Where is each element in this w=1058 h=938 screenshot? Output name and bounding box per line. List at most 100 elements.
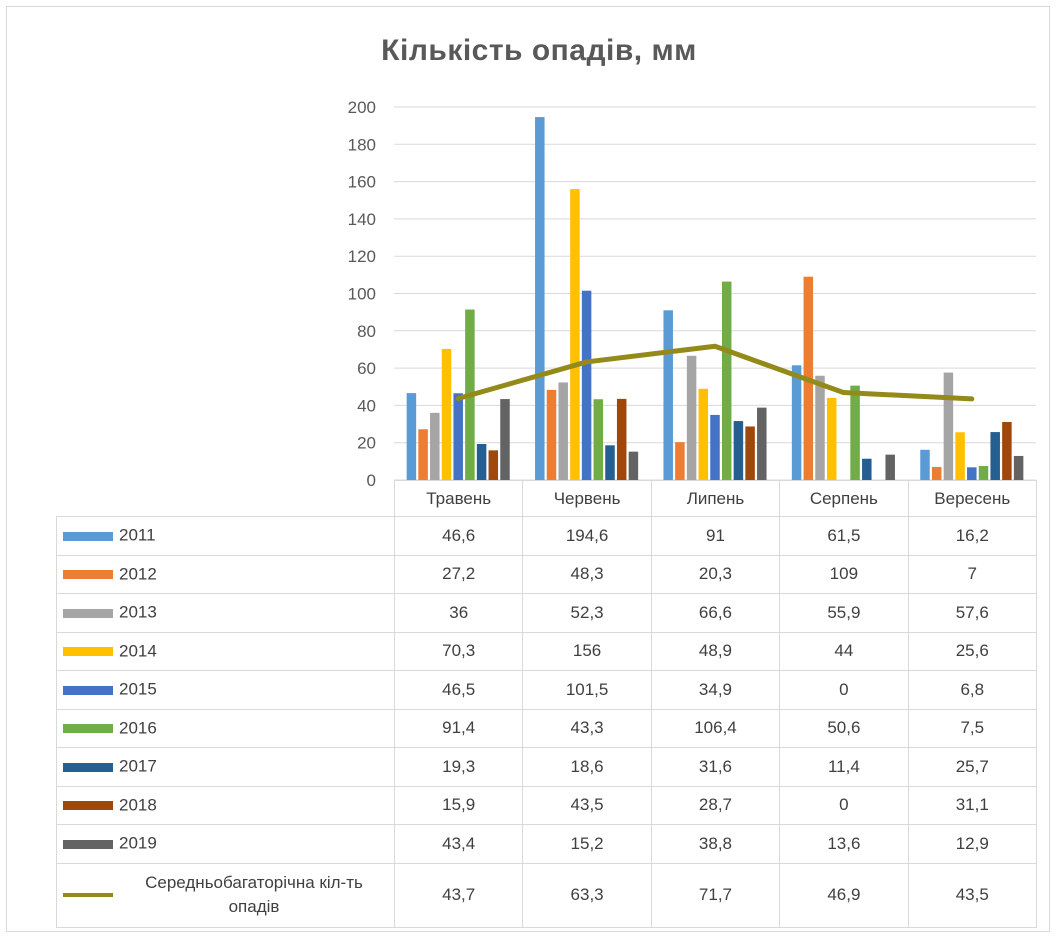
table-cell: 52,3 [522, 593, 652, 633]
table-cell: 57,6 [907, 593, 1037, 633]
bar-2019-0 [500, 399, 510, 480]
y-tick-label: 80 [357, 322, 376, 341]
table-cell: 0 [779, 785, 909, 825]
bar-2012-0 [418, 429, 428, 480]
y-tick-label: 40 [357, 396, 376, 415]
table-cell: 109 [779, 554, 909, 594]
table-cell: 13,6 [779, 824, 909, 864]
table-cell: 43,5 [907, 862, 1037, 928]
series-legend-cell: Середньобагаторічна кіл-ть опадів [56, 862, 395, 928]
legend-key [63, 685, 113, 695]
chart-frame [6, 6, 1050, 932]
series-legend-cell: 2013 [56, 593, 395, 633]
series-name: 2018 [119, 795, 157, 815]
table-cell: 70,3 [393, 631, 524, 671]
table-cell: 20,3 [650, 554, 781, 594]
legend-key [63, 801, 113, 810]
table-cell: 25,7 [907, 747, 1037, 787]
bar-2015-1 [581, 290, 592, 480]
legend-key [63, 531, 113, 541]
bar-2014-2 [698, 388, 709, 480]
bar-2012-2 [675, 442, 685, 480]
bar-2013-2 [686, 355, 697, 480]
table-cell: 55,9 [779, 593, 909, 633]
bar-2019-2 [757, 407, 767, 480]
series-legend-cell: 2018 [56, 785, 395, 825]
bar-2016-3 [850, 385, 860, 480]
table-cell: 91,4 [393, 708, 524, 748]
series-name: 2011 [119, 526, 156, 545]
bar-2015-0 [453, 393, 463, 480]
table-row: 2018 15,9 43,5 28,7 0 31,1 [56, 785, 1037, 825]
bar-2013-0 [430, 412, 440, 480]
table-cell: 31,1 [907, 785, 1037, 825]
table-cell: 6,8 [907, 670, 1037, 710]
bar-2019-3 [885, 454, 895, 480]
legend-key [63, 608, 113, 618]
bar-2014-3 [826, 397, 837, 480]
series-name: 2015 [119, 680, 157, 699]
table-cell: 48,9 [650, 631, 781, 671]
table-cell: 36 [393, 593, 524, 633]
table-row: 2015 46,5 101,5 34,9 0 6,8 [56, 670, 1037, 710]
series-legend-cell: 2015 [56, 670, 395, 710]
table-cell: 106,4 [650, 708, 781, 748]
table-cell: 15,9 [393, 785, 524, 825]
category-header: Вересень [907, 480, 1037, 517]
table-row: 2012 27,2 48,3 20,3 109 7 [56, 554, 1037, 594]
table-cell: 0 [779, 670, 909, 710]
series-legend-cell: 2017 [56, 747, 395, 787]
series-name: 2019 [119, 834, 157, 853]
table-cell: 25,6 [907, 631, 1037, 671]
bar-2011-4 [920, 449, 930, 480]
series-legend-cell: 2011 [56, 516, 395, 556]
table-row: Середньобагаторічна кіл-ть опадів 43,7 63,… [56, 862, 1037, 928]
average-line [455, 343, 975, 402]
y-tick-label: 200 [348, 98, 376, 117]
y-tick-label: 60 [357, 359, 376, 378]
bar-2016-4 [978, 466, 989, 480]
table-cell: 27,2 [393, 554, 524, 594]
bar-2012-1 [546, 389, 557, 480]
bar-2011-0 [406, 393, 417, 480]
bar-2011-1 [535, 117, 545, 481]
table-cell: 91 [650, 516, 781, 556]
bar-2017-3 [862, 458, 872, 480]
table-corner [56, 480, 395, 517]
table-cell: 7 [907, 554, 1037, 594]
y-tick-label: 100 [348, 285, 376, 304]
series-name: 2013 [119, 603, 157, 622]
category-header: Травень [393, 480, 524, 517]
table-cell: 194,6 [522, 516, 652, 556]
bar-2014-4 [955, 432, 965, 480]
series-name: 2014 [119, 641, 157, 661]
bar-2017-1 [605, 445, 615, 480]
series-name: 2012 [119, 564, 157, 584]
table-cell: 101,5 [522, 670, 652, 710]
table-cell: 50,6 [779, 708, 909, 748]
legend-key [63, 839, 113, 849]
bar-2018-2 [745, 426, 755, 480]
table-cell: 19,3 [393, 747, 524, 787]
table-cell: 156 [522, 631, 652, 671]
bar-2018-0 [488, 450, 499, 480]
bar-2018-1 [616, 398, 627, 480]
table-row: 2011 46,6 194,6 91 61,5 16,2 [56, 516, 1037, 556]
table-cell: 28,7 [650, 785, 781, 825]
bar-2014-0 [441, 348, 452, 480]
table-cell: 38,8 [650, 824, 781, 864]
series-legend-cell: 2019 [56, 824, 395, 864]
bar-2013-1 [558, 382, 568, 480]
table-cell: 43,4 [393, 824, 524, 864]
bar-2013-4 [943, 372, 954, 480]
y-tick-label: 160 [348, 173, 376, 192]
table-cell: 48,3 [522, 554, 652, 594]
y-tick-label: 140 [348, 210, 376, 229]
table-cell: 63,3 [522, 862, 652, 928]
table-cell: 44 [779, 631, 909, 671]
bar-2016-2 [721, 281, 732, 480]
legend-key [63, 647, 113, 656]
y-tick-label: 20 [357, 434, 376, 453]
table-row: 2019 43,4 15,2 38,8 13,6 12,9 [56, 824, 1037, 864]
series-legend-cell: 2012 [56, 554, 395, 594]
